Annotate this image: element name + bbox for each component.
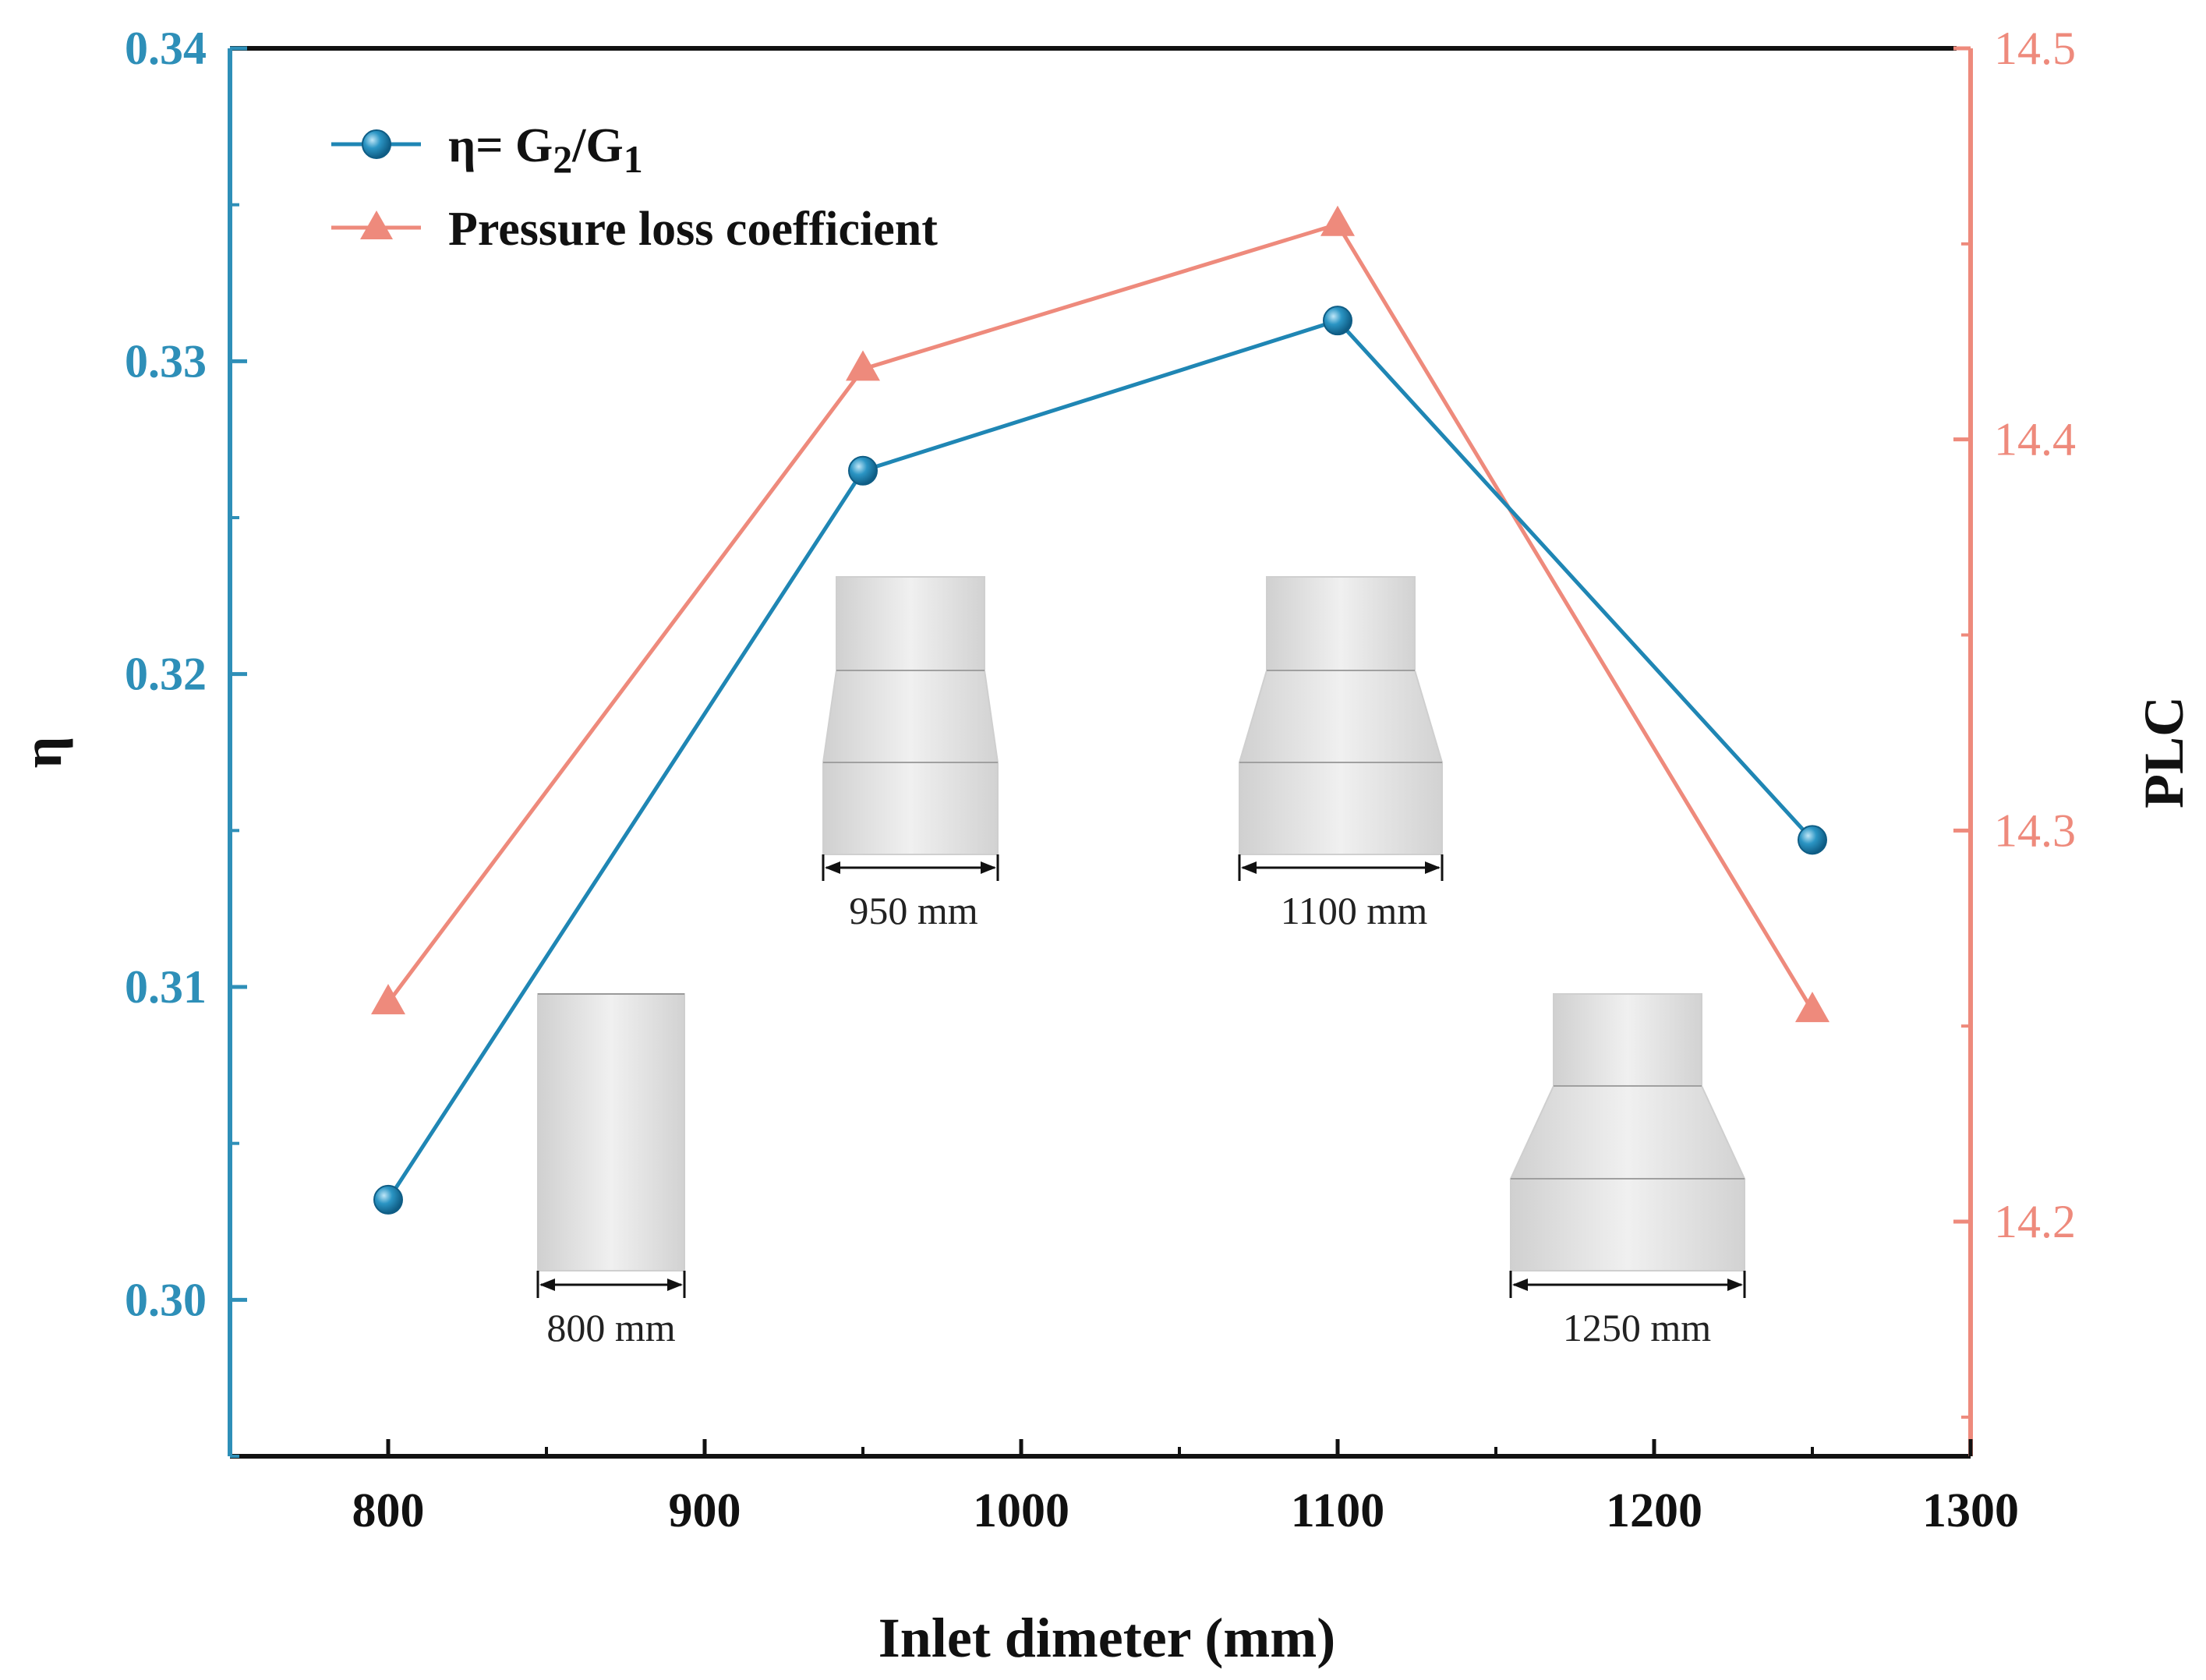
plc-line [386,221,1815,1012]
x-axis-ticks: 800 900 1000 1100 1200 1300 [352,1439,2019,1537]
eta-point [1798,825,1827,855]
right-tick-label: 14.5 [1994,23,2076,74]
series-eta [373,306,1827,1215]
right-tick-label: 14.4 [1994,414,2076,465]
x-tick-label: 800 [352,1484,425,1537]
left-tick-label: 0.33 [125,335,207,387]
legend-label-eta: η= G2/G1 [448,119,643,181]
legend-item-plc: Pressure loss coefficient [331,203,938,256]
eta-point [373,1184,403,1215]
left-axis-ticks: 0.30 0.31 0.32 0.33 0.34 [125,23,247,1458]
plc-point [846,350,880,381]
left-tick-label: 0.34 [125,23,207,74]
x-tick-label: 1100 [1291,1484,1385,1537]
eta-point [1323,306,1352,336]
inset-illustrations: 800 mm 950 mm 1100 [536,576,1746,1349]
right-tick-label: 14.2 [1994,1196,2076,1247]
right-tick-label: 14.3 [1994,805,2076,856]
inset-label-800: 800 mm [546,1306,675,1349]
left-tick-label: 0.31 [125,961,207,1013]
plc-point [1795,992,1829,1023]
legend: η= G2/G1 Pressure loss coefficient [331,119,938,256]
x-tick-label: 1200 [1606,1484,1702,1537]
x-tick-label: 1300 [1922,1484,2019,1537]
left-tick-label: 0.32 [125,649,207,700]
left-axis-title: η [11,737,73,769]
x-axis-title: Inlet dimeter (mm) [879,1607,1335,1669]
inset-label-1250: 1250 mm [1563,1306,1711,1349]
x-tick-label: 1000 [973,1484,1069,1537]
series-pressure-loss-coefficient [371,205,1829,1023]
legend-plc-marker [360,210,393,239]
right-axis-title: PLC [2133,696,2195,808]
inset-label-1100: 1100 mm [1281,889,1428,932]
inset-1100mm: 1100 mm [1238,576,1444,932]
plc-point [371,984,405,1015]
right-axis-ticks: 14.2 14.3 14.4 14.5 [1953,23,2076,1419]
eta-point [848,455,878,486]
left-tick-label: 0.30 [125,1274,207,1325]
legend-label-plc: Pressure loss coefficient [448,203,938,256]
inset-label-950: 950 mm [849,889,977,932]
x-tick-label: 900 [669,1484,741,1537]
legend-item-eta: η= G2/G1 [331,119,643,181]
inset-800mm: 800 mm [536,993,686,1349]
inset-950mm: 950 mm [822,576,999,932]
inset-1250mm: 1250 mm [1509,993,1746,1349]
legend-eta-marker [362,129,391,159]
eta-line [386,318,1814,1201]
plc-point [1320,205,1355,236]
